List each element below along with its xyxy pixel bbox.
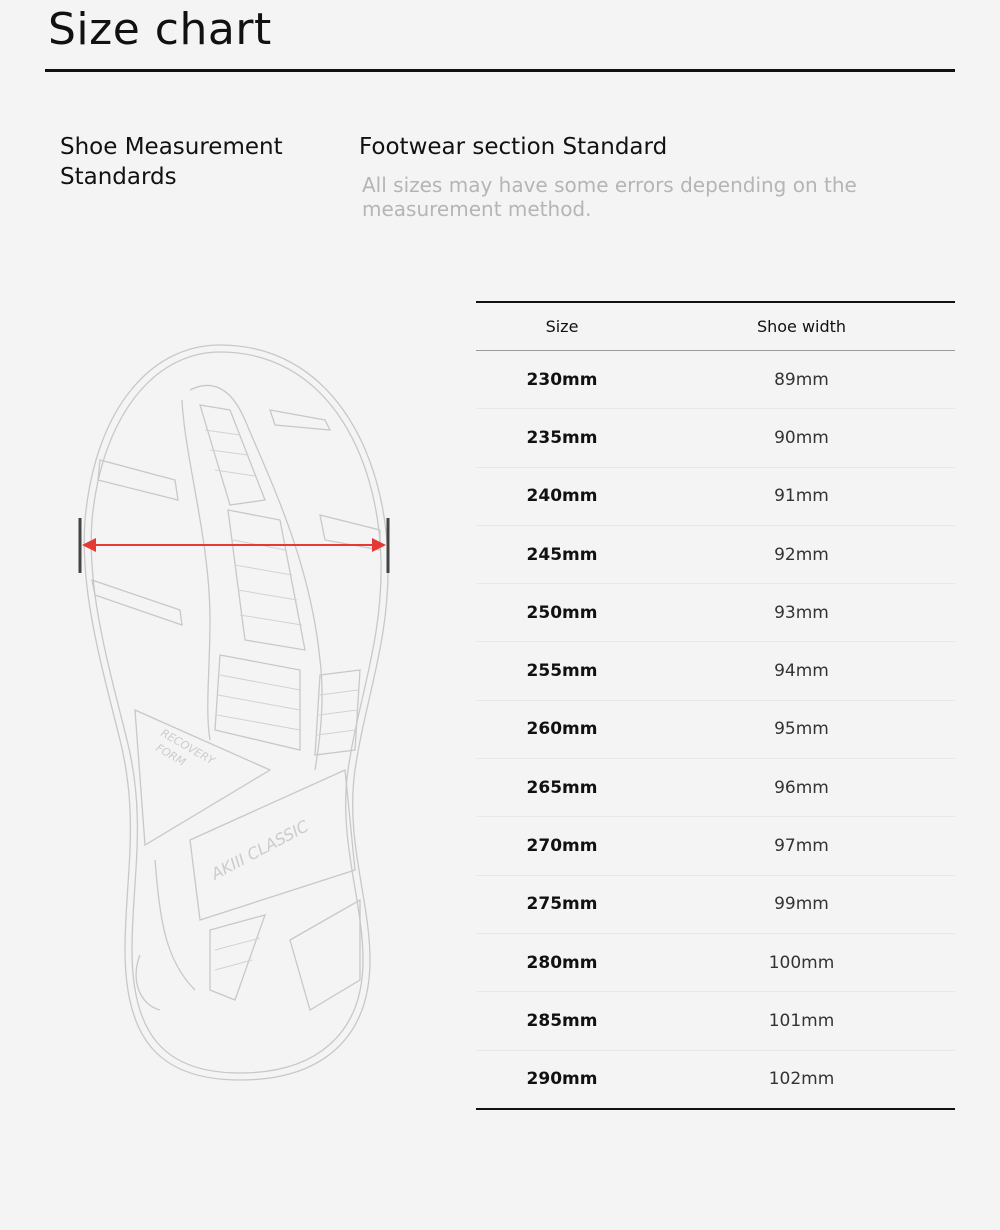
table-row: 280mm 100mm [476,933,955,993]
size-table: Size Shoe width 230mm 89mm 235mm 90mm 240mm 9… [476,301,955,1110]
svg-text:AKIII CLASSIC: AKIII CLASSIC [207,816,312,884]
size-cell: 265mm [476,758,648,818]
standards-heading: Footwear section Standard [359,134,668,160]
shoe-width-cell: 95mm [648,700,955,760]
size-cell: 275mm [476,875,648,934]
table-row: 235mm 90mm [476,408,955,468]
shoe-sole-illustration: RECOVERY FORM AKIII CLASSIC [78,344,390,1081]
size-cell: 290mm [476,1050,648,1110]
width-measurement-arrow [78,518,390,573]
shoe-width-cell: 102mm [648,1050,955,1110]
table-row: 265mm 96mm [476,758,955,818]
size-cell: 250mm [476,583,648,643]
table-row: 245mm 92mm [476,525,955,585]
shoe-width-cell: 101mm [648,991,955,1051]
header-shoe-width: Shoe width [756,317,847,336]
shoe-width-cell: 92mm [648,525,955,585]
table-row: 290mm 102mm [476,1050,955,1110]
shoe-width-cell: 99mm [648,875,955,934]
standards-label: Shoe Measurement Standards [60,134,283,190]
size-cell: 235mm [476,408,648,468]
title-divider [45,69,955,72]
size-cell: 260mm [476,700,648,760]
shoe-width-cell: 96mm [648,758,955,818]
shoe-width-cell: 93mm [648,583,955,643]
table-row: 230mm 89mm [476,350,955,410]
size-cell: 285mm [476,991,648,1051]
shoe-width-cell: 90mm [648,408,955,468]
standards-note: All sizes may have some errors depending… [362,173,857,221]
table-row: 285mm 101mm [476,991,955,1051]
shoe-width-cell: 89mm [648,350,955,410]
size-cell: 230mm [476,350,648,410]
table-row: 275mm 99mm [476,875,955,934]
table-row: 250mm 93mm [476,583,955,643]
table-row: 270mm 97mm [476,816,955,876]
size-cell: 280mm [476,933,648,993]
shoe-width-cell: 100mm [648,933,955,993]
size-cell: 270mm [476,816,648,876]
shoe-width-cell: 91mm [648,467,955,526]
size-cell: 245mm [476,525,648,585]
table-header-row: Size Shoe width [476,302,955,351]
table-row: 255mm 94mm [476,641,955,701]
size-cell: 240mm [476,467,648,526]
shoe-width-cell: 94mm [648,641,955,701]
size-cell: 255mm [476,641,648,701]
table-row: 240mm 91mm [476,467,955,526]
page-title: Size chart [48,4,272,55]
shoe-width-cell: 97mm [648,816,955,876]
table-row: 260mm 95mm [476,700,955,760]
header-size: Size [545,317,579,336]
